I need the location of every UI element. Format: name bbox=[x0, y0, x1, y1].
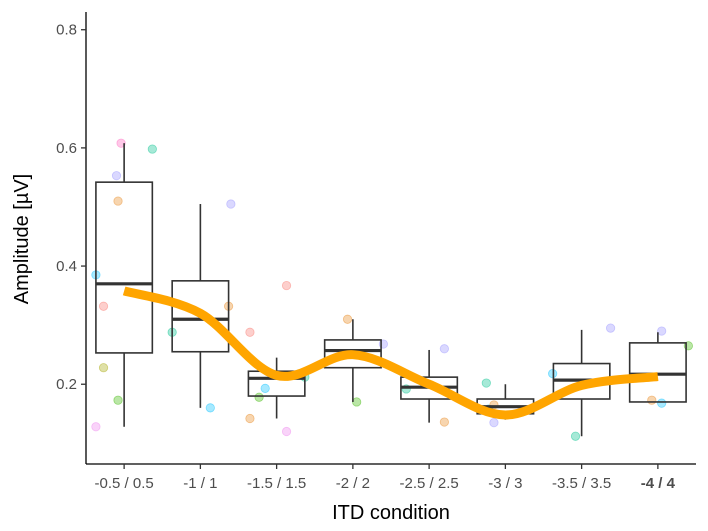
x-tick-label: -1.5 / 1.5 bbox=[247, 475, 306, 492]
data-point bbox=[116, 138, 126, 148]
box bbox=[628, 342, 687, 403]
data-point bbox=[570, 431, 581, 441]
box bbox=[95, 181, 154, 354]
y-tick-label: 0.4 bbox=[56, 258, 77, 275]
data-point bbox=[205, 403, 215, 413]
boxplot-8 bbox=[628, 332, 687, 403]
x-tick-label: -3 / 3 bbox=[488, 475, 522, 492]
data-point bbox=[657, 326, 667, 336]
data-point bbox=[254, 392, 264, 402]
data-point bbox=[113, 196, 123, 206]
y-axis-title: Amplitude [µV] bbox=[11, 174, 33, 304]
trend-curve bbox=[122, 286, 659, 420]
data-point bbox=[352, 397, 362, 407]
data-points bbox=[91, 138, 693, 441]
y-tick-label: 0.8 bbox=[56, 22, 77, 39]
axes: 0.2 0.4 0.6 0.8 -0.5 / 0.5 -1 / 1 -1.5 / 1.5 -2… bbox=[56, 12, 696, 492]
x-tick-label: -4 / 4 bbox=[641, 475, 676, 492]
data-point bbox=[605, 323, 616, 333]
data-point bbox=[489, 418, 499, 428]
data-point bbox=[98, 363, 109, 373]
boxplots bbox=[95, 143, 687, 437]
data-point bbox=[439, 417, 449, 427]
data-point bbox=[281, 280, 292, 291]
data-point bbox=[147, 144, 157, 154]
trend-line bbox=[122, 286, 659, 420]
x-tick-label: -0.5 / 0.5 bbox=[95, 475, 154, 492]
data-point bbox=[481, 378, 491, 388]
data-point bbox=[111, 171, 122, 181]
boxplot-1 bbox=[95, 143, 154, 427]
data-point bbox=[226, 199, 236, 209]
data-point bbox=[647, 395, 657, 405]
data-point bbox=[91, 422, 101, 432]
y-tick-label: 0.6 bbox=[56, 140, 77, 157]
data-point bbox=[260, 383, 270, 393]
data-point bbox=[342, 314, 353, 324]
data-point bbox=[98, 301, 109, 311]
box bbox=[171, 280, 230, 353]
data-point bbox=[281, 426, 292, 437]
boxplot-2 bbox=[171, 204, 230, 408]
x-tick-label: -2 / 2 bbox=[336, 475, 370, 492]
x-axis-title: ITD condition bbox=[332, 502, 450, 524]
y-tick-label: 0.2 bbox=[56, 376, 77, 393]
box bbox=[323, 339, 382, 369]
data-point bbox=[439, 344, 449, 354]
data-point bbox=[245, 413, 255, 424]
x-tick-label: -3.5 / 3.5 bbox=[552, 475, 611, 492]
x-tick-label: -2.5 / 2.5 bbox=[400, 475, 459, 492]
x-tick-label: -1 / 1 bbox=[183, 475, 217, 492]
data-point bbox=[657, 398, 667, 408]
data-point bbox=[113, 395, 123, 405]
data-point bbox=[245, 327, 255, 337]
